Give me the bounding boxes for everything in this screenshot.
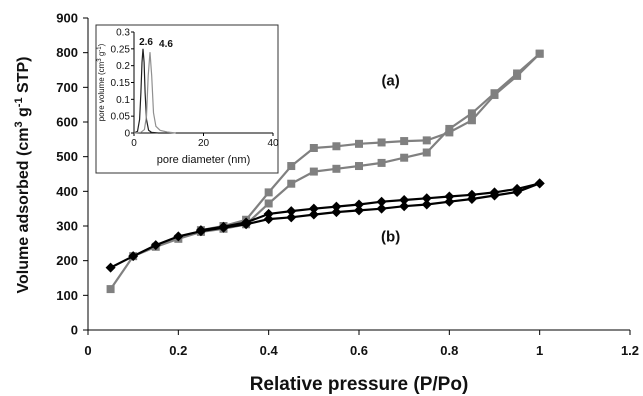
y-tick-label: 500 [56,149,78,164]
data-point-square [400,153,409,162]
inset-x-tick-label: 40 [267,138,279,149]
data-point-diamond [331,201,342,212]
y-tick-label: 100 [56,288,78,303]
data-point-diamond [218,221,229,232]
data-point-square [513,71,522,80]
data-point-diamond [173,231,184,242]
main-axes: 0 0.2 0.4 0.6 0.8 1 1.201002003004005006007008… [56,11,639,359]
data-point-diamond [195,225,206,236]
data-point-square [287,179,296,188]
data-point-square [445,128,454,137]
data-point-square [422,148,431,157]
data-point-square [400,137,409,146]
data-point-diamond [512,183,523,194]
inset-y-tick-label: 0.15 [111,78,131,89]
y-tick-label: 300 [56,219,78,234]
inset-y-tick-label: 0.1 [116,95,130,106]
inset-x-axis-title: pore diameter (nm) [157,154,251,166]
data-point-square [355,139,363,148]
data-point-square [355,162,363,171]
inset-y-tick-label: 0.05 [111,112,131,123]
data-point-square [467,116,476,125]
data-point-diamond [376,203,387,214]
y-tick-label: 0 [71,323,78,338]
data-point-diamond [444,191,455,202]
data-point-diamond [399,195,410,205]
y-tick-label: 600 [56,115,78,130]
data-point-diamond [444,196,455,207]
data-point-square [535,49,544,58]
inset-series-line [133,52,176,134]
data-point-diamond [399,201,410,212]
data-point-diamond [489,187,500,198]
x-tick-label: 0 [84,343,91,358]
inset-chart: 0 20 40 0 0.05 0.1 0.15 0.2 0.25 0.3 2.6 4.6 pore di… [95,24,279,174]
data-point-diamond [105,262,116,273]
main-annotations: (a) (b) [381,73,400,246]
data-point-diamond [354,205,364,216]
data-point-diamond [534,178,545,189]
inset-frame [95,24,279,174]
data-point-diamond [286,206,297,217]
inset-y-tick-label: 0 [124,129,130,140]
inset-x-tick-label: 0 [131,138,137,149]
inset-x-tick-label: 20 [198,138,210,149]
series-line [200,182,540,232]
data-point-square [106,285,115,294]
inset-peak-label: 2.6 [139,37,153,48]
data-point-diamond [241,217,252,228]
y-tick-label: 700 [56,80,78,95]
x-tick-label: 0.2 [169,343,187,358]
data-point-diamond [421,193,432,204]
data-point-square [264,199,273,208]
inset-peak-label: 4.6 [159,39,173,50]
data-point-square [332,164,341,173]
inset-series-line [133,48,169,134]
y-tick-label: 800 [56,45,78,60]
data-point-square [467,109,476,118]
data-point-diamond [354,199,364,210]
inset-y-axis-title: pore volume (cm3 g-1) [97,43,106,121]
y-tick-label: 400 [56,184,78,199]
data-point-square [377,138,386,147]
data-point-diamond [263,208,274,219]
data-point-square [490,90,499,99]
data-point-square [309,144,318,152]
x-tick-label: 0.6 [350,343,368,358]
data-point-diamond [286,212,297,223]
data-point-diamond [421,199,432,210]
x-axis-title: Relative pressure (P/Po) [250,374,469,395]
y-tick-label: 200 [56,253,78,268]
series-annotation: (a) [381,73,399,90]
x-tick-label: 0.4 [260,343,279,358]
y-axis-title: Volume adsorbed (cm3 g-1 STP) [13,57,32,294]
data-point-diamond [466,189,477,200]
data-point-square [422,136,431,145]
data-point-diamond [128,251,139,262]
inset-y-tick-label: 0.2 [116,61,130,72]
series-line [200,52,541,232]
data-point-diamond [308,209,319,220]
data-point-square [309,167,318,176]
inset-y-tick-label: 0.3 [116,28,130,39]
data-point-square [287,162,296,171]
inset-y-tick-label: 0.25 [111,44,131,55]
x-tick-label: 0.8 [440,343,458,358]
data-point-square [377,158,386,167]
series-annotation: (b) [381,229,400,246]
x-tick-label: 1.2 [621,343,639,358]
x-tick-label: 1 [536,343,543,358]
data-point-diamond [263,214,274,225]
data-point-square [332,142,341,151]
data-point-diamond [150,240,161,251]
data-point-diamond [331,207,342,218]
data-point-diamond [376,196,387,207]
data-point-diamond [308,203,319,214]
data-point-square [264,188,273,197]
main-series [105,49,545,294]
y-tick-label: 900 [56,11,78,26]
